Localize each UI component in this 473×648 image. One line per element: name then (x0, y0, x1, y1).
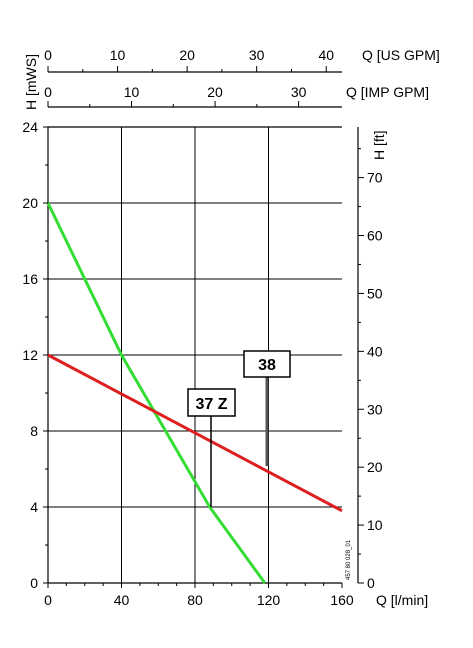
ft-tick-label: 10 (367, 517, 383, 533)
grid (48, 127, 342, 583)
y-tick-label: 0 (30, 575, 38, 591)
ft-tick-label: 20 (367, 459, 383, 475)
ft-tick-label: 40 (367, 343, 383, 359)
x-tick-label: 120 (257, 592, 281, 608)
y-tick-label: 24 (22, 119, 38, 135)
ft-tick-label: 60 (367, 228, 383, 244)
us-gpm-tick-label: 30 (249, 47, 265, 63)
curve-37-z (46, 202, 267, 584)
label-38-text: 38 (258, 357, 276, 374)
imp-gpm-tick-label: 30 (291, 84, 307, 100)
us-gpm-tick-label: 20 (179, 47, 195, 63)
y-tick-label: 16 (22, 271, 38, 287)
x-axis-title: Q [l/min] (376, 592, 428, 608)
imp-gpm-tick-label: 10 (124, 84, 140, 100)
ft-tick-label: 70 (367, 170, 383, 186)
ft-axis-title: H [ft] (371, 130, 387, 160)
ft-tick-label: 30 (367, 401, 383, 417)
y-tick-label: 8 (30, 423, 38, 439)
curve-labels: 37 Z 38 457 80 028_01 (187, 350, 352, 580)
label-37z-box (187, 388, 236, 417)
y-axis-title: H [mWS] (23, 54, 39, 110)
x-tick-label: 0 (44, 592, 52, 608)
us-gpm-axis-title: Q [US GPM] (362, 47, 440, 63)
imp-gpm-axis-title: Q [IMP GPM] (346, 84, 429, 100)
imp-gpm-tick-label: 0 (44, 84, 52, 100)
us-gpm-tick-label: 0 (44, 47, 52, 63)
y-tick-label: 12 (22, 347, 38, 363)
x-tick-label: 160 (330, 592, 354, 608)
label-37z-text: 37 Z (195, 396, 227, 413)
curve-38 (47, 353, 343, 513)
imp-gpm-tick-label: 20 (207, 84, 223, 100)
label-38-box (243, 350, 291, 378)
y-tick-label: 4 (30, 499, 38, 515)
x-tick-label: 40 (114, 592, 130, 608)
performance-curves (46, 202, 343, 584)
drawing-code: 457 80 028_01 (346, 539, 352, 580)
y-tick-label: 20 (22, 195, 38, 211)
x-tick-label: 80 (187, 592, 203, 608)
ft-tick-label: 0 (367, 575, 375, 591)
ft-tick-label: 50 (367, 285, 383, 301)
us-gpm-tick-label: 10 (110, 47, 126, 63)
us-gpm-tick-label: 40 (318, 47, 334, 63)
